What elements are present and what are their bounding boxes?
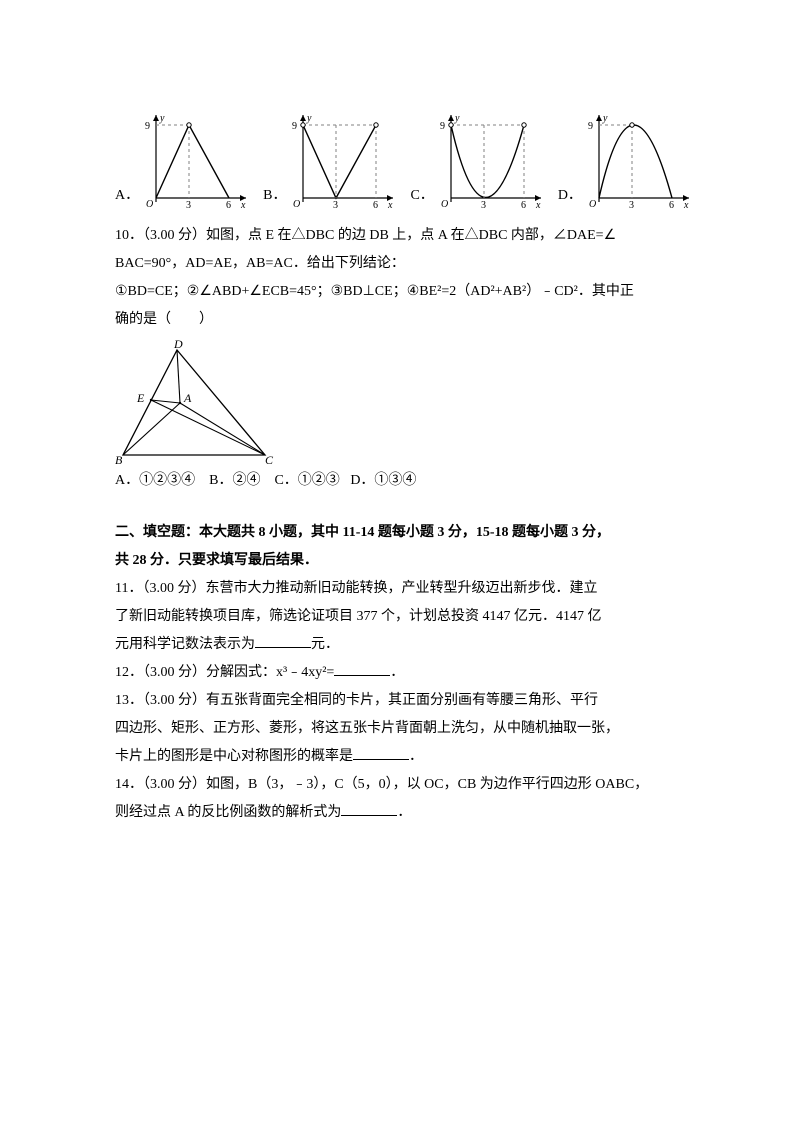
q11c-pre: 元用科学记数法表示为	[115, 637, 255, 652]
svg-text:O: O	[589, 199, 596, 210]
q11-blank[interactable]	[255, 633, 311, 648]
section2-head1: 二、填空题：本大题共 8 小题，其中 11-14 题每小题 3 分，15-18 …	[115, 519, 683, 547]
svg-text:D: D	[173, 340, 183, 351]
svg-text:3: 3	[333, 200, 338, 210]
section2-head2: 共 28 分．只要求填写最后结果．	[115, 547, 683, 575]
q13c-pre: 卡片上的图形是中心对称图形的概率是	[115, 749, 353, 764]
q13c-post: ．	[409, 749, 423, 764]
q10-opt-d[interactable]: D．①③④	[350, 473, 416, 488]
q12-pre: 12．（3.00 分）分解因式：x³﹣4xy²=	[115, 665, 334, 680]
q12-post: ．	[390, 665, 404, 680]
svg-text:O: O	[146, 199, 153, 210]
q14-line2: 则经过点 A 的反比例函数的解析式为 ．	[115, 799, 683, 827]
q10-figure: D E A B C	[115, 340, 683, 465]
q10-options: A．①②③④ B．②④ C．①②③ D．①③④	[115, 467, 683, 495]
q10-opt-b[interactable]: B．②④	[209, 473, 260, 488]
graph-c: y 9 O 3 6 x	[436, 110, 546, 210]
svg-text:9: 9	[292, 121, 297, 132]
q10-opt-a[interactable]: A．①②③④	[115, 473, 195, 488]
q10-line2: BAC=90°，AD=AE，AB=AC．给出下列结论：	[115, 250, 683, 278]
option-b[interactable]: B． y 9 O 3 6 x	[263, 110, 398, 210]
option-d-letter: D．	[558, 182, 582, 210]
svg-text:O: O	[293, 199, 300, 210]
svg-text:x: x	[240, 200, 246, 210]
svg-text:C: C	[265, 453, 274, 465]
q13-line1: 13．（3.00 分）有五张背面完全相同的卡片，其正面分别画有等腰三角形、平行	[115, 687, 683, 715]
svg-text:E: E	[136, 391, 145, 405]
option-c[interactable]: C． y 9 O 3 6 x	[410, 110, 545, 210]
svg-text:3: 3	[186, 200, 191, 210]
q13-line2: 四边形、矩形、正方形、菱形，将这五张卡片背面朝上洗匀，从中随机抽取一张，	[115, 715, 683, 743]
svg-text:6: 6	[669, 200, 674, 210]
svg-text:x: x	[387, 200, 393, 210]
q11c-post: 元．	[311, 637, 339, 652]
spacer	[115, 495, 683, 519]
svg-text:9: 9	[145, 121, 150, 132]
svg-text:9: 9	[588, 121, 593, 132]
option-d[interactable]: D． y 9 O 3 6 x	[558, 110, 694, 210]
q10-line1: 10．（3.00 分）如图，点 E 在△DBC 的边 DB 上，点 A 在△DB…	[115, 222, 683, 250]
q13-blank[interactable]	[353, 745, 409, 760]
svg-text:6: 6	[521, 200, 526, 210]
svg-text:6: 6	[226, 200, 231, 210]
q10-line4: 确的是（ ）	[115, 306, 683, 334]
q12-blank[interactable]	[334, 661, 390, 676]
svg-text:x: x	[535, 200, 541, 210]
svg-text:A: A	[183, 391, 192, 405]
svg-text:x: x	[683, 200, 689, 210]
option-a-letter: A．	[115, 182, 139, 210]
svg-text:3: 3	[629, 200, 634, 210]
q10-opt-c[interactable]: C．①②③	[274, 473, 339, 488]
q14-blank[interactable]	[341, 801, 397, 816]
q11-line1: 11．（3.00 分）东营市大力推动新旧动能转换，产业转型升级迈出新步伐．建立	[115, 575, 683, 603]
svg-text:y: y	[159, 113, 165, 124]
svg-text:9: 9	[440, 121, 445, 132]
svg-text:3: 3	[481, 200, 486, 210]
graph-d: y 9 O 3 6 x	[584, 110, 694, 210]
graph-b: y 9 O 3 6 x	[288, 110, 398, 210]
q14b-post: ．	[397, 805, 411, 820]
q10-line3: ①BD=CE；②∠ABD+∠ECB=45°；③BD⊥CE；④BE²=2（AD²+…	[115, 278, 683, 306]
svg-text:O: O	[441, 199, 448, 210]
option-b-letter: B．	[263, 182, 286, 210]
svg-text:y: y	[454, 113, 460, 124]
q12: 12．（3.00 分）分解因式：x³﹣4xy²= ．	[115, 659, 683, 687]
q9-options-row: A． y 9 O 3 6 x B．	[115, 110, 683, 210]
svg-text:6: 6	[373, 200, 378, 210]
svg-text:B: B	[115, 453, 123, 465]
q11-line2: 了新旧动能转换项目库，筛选论证项目 377 个，计划总投资 4147 亿元．41…	[115, 603, 683, 631]
q14b-pre: 则经过点 A 的反比例函数的解析式为	[115, 805, 341, 820]
q14-line1: 14．（3.00 分）如图，B（3，﹣3），C（5，0），以 OC，CB 为边作…	[115, 771, 683, 799]
graph-a: y 9 O 3 6 x	[141, 110, 251, 210]
q13-line3: 卡片上的图形是中心对称图形的概率是 ．	[115, 743, 683, 771]
q11-line3: 元用科学记数法表示为 元．	[115, 631, 683, 659]
option-c-letter: C．	[410, 182, 433, 210]
svg-text:y: y	[602, 113, 608, 124]
option-a[interactable]: A． y 9 O 3 6 x	[115, 110, 251, 210]
svg-text:y: y	[306, 113, 312, 124]
